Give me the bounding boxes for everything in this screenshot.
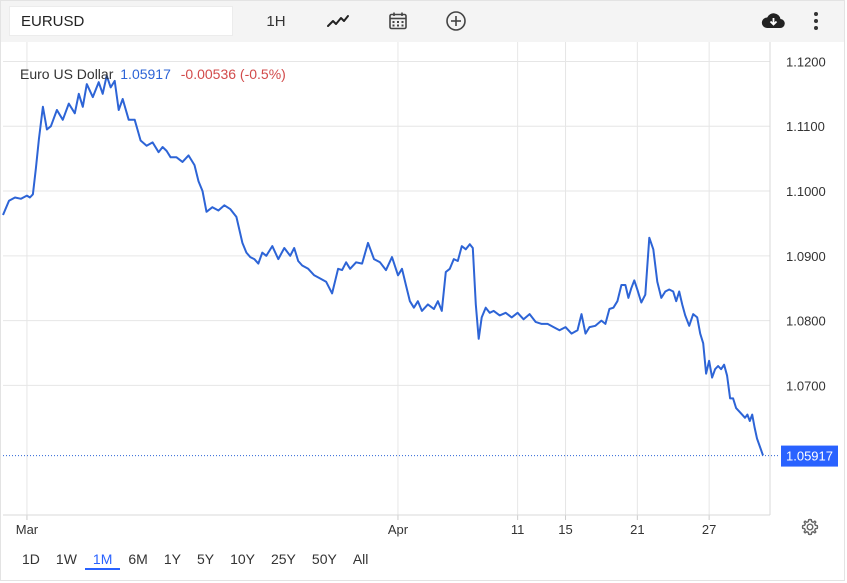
x-tick-label: 15 [558,522,572,537]
legend-price-change: -0.00536 (-0.5%) [180,66,286,82]
y-axis: 1.1200 1.1100 1.1000 1.0900 1.0800 1.0700 [786,54,826,393]
add-comparison-icon[interactable] [442,6,470,36]
y-tick-label: 1.0700 [786,378,826,393]
price-series-line [2,74,764,456]
y-tick-label: 1.1200 [786,54,826,69]
x-axis: Mar Apr 11 15 21 27 [3,42,771,537]
legend-last-price: 1.05917 [120,66,171,82]
symbol-search-input[interactable] [9,6,233,36]
range-selector: 1D 1W 1M 6M 1Y 5Y 10Y 25Y 50Y All [14,548,376,570]
chart-grid [3,42,770,515]
x-tick-label: Apr [388,522,409,537]
interval-button[interactable]: 1H [266,12,286,30]
calendar-icon[interactable] [384,6,412,36]
more-vertical-icon[interactable] [807,6,825,36]
y-tick-label: 1.1000 [786,184,826,199]
legend-instrument-name: Euro US Dollar [20,66,114,82]
settings-gear-icon[interactable] [800,517,820,537]
x-tick-label: 21 [630,522,644,537]
chart-toolbar: 1H [1,1,844,42]
last-price-label: 1.05917 [786,449,833,464]
last-price-badge: 1.05917 [781,445,838,467]
line-chart-style-icon[interactable] [323,6,353,36]
range-button-1y[interactable]: 1Y [163,551,181,567]
range-button-10y[interactable]: 10Y [230,551,255,567]
price-chart[interactable]: Mar Apr 11 15 21 27 1.12001.11001.10001.09001… [0,42,845,542]
x-tick-label: Mar [16,522,39,537]
range-button-1d[interactable]: 1D [22,551,40,567]
range-button-6m[interactable]: 6M [128,551,148,567]
range-button-25y[interactable]: 25Y [270,551,296,567]
range-button-5y[interactable]: 5Y [196,551,215,567]
range-button-all[interactable]: All [352,551,369,567]
x-tick-label: 27 [702,522,716,537]
range-button-1m[interactable]: 1M [84,548,121,570]
range-button-1w[interactable]: 1W [55,551,77,567]
last-price-badge-bg [781,445,838,467]
x-tick-label: 11 [511,522,525,537]
y-tick-label: 1.0900 [786,249,826,264]
chart-legend: Euro US Dollar 1.05917 -0.00536 (-0.5%) [20,66,286,82]
download-icon[interactable] [759,6,787,36]
y-tick-label: 1.0800 [786,314,826,329]
range-button-50y[interactable]: 50Y [311,551,337,567]
y-tick-label: 1.1100 [786,119,825,134]
